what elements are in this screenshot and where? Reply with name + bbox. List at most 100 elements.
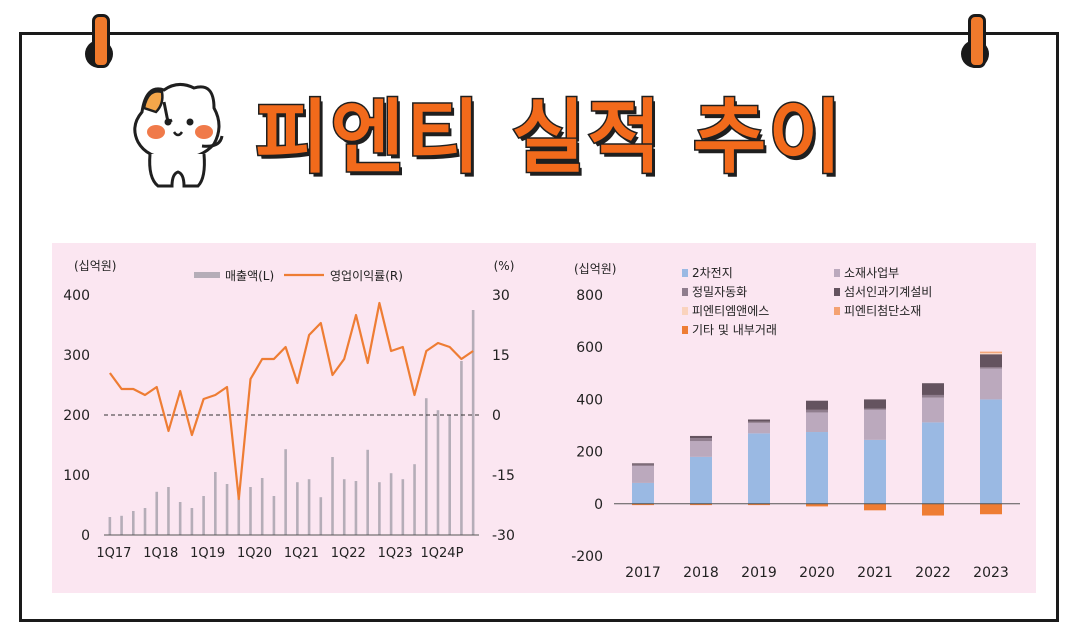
- cat-mascot-icon: [133, 83, 224, 188]
- stack-segment: [980, 367, 1002, 369]
- revenue-bar: [190, 508, 194, 535]
- revenue-bar: [331, 457, 334, 535]
- revenue-bar: [284, 449, 287, 535]
- y-tick-label: 200: [576, 445, 603, 461]
- legend-label: 소재사업부: [844, 266, 899, 280]
- stack-segment: [922, 383, 944, 395]
- stack-segment: [922, 397, 944, 423]
- stack-segment: [980, 399, 1002, 504]
- revenue-bar: [296, 482, 299, 535]
- right-tick-label: 0: [492, 408, 501, 424]
- x-tick-label: 1Q20: [237, 546, 272, 561]
- legend-label: 2차전지: [692, 266, 733, 280]
- division-revenue-chart: (십억원) -200 0 200 400 600 800 2017 2018 2019 2020 20…: [571, 262, 1020, 581]
- revenue-bar: [260, 478, 264, 535]
- stack-segment: [690, 441, 712, 457]
- legend-swatch: [682, 307, 688, 315]
- revenue-bar: [214, 472, 217, 535]
- x-tick-label: 1Q17: [96, 546, 131, 561]
- x-tick-label: 1Q21: [284, 546, 319, 561]
- right-tick-label: -15: [492, 468, 515, 484]
- right-axis-unit: (%): [494, 259, 515, 273]
- stack-segment: [748, 419, 770, 422]
- stack-segment: [806, 503, 828, 507]
- stack-segment: [980, 354, 1002, 368]
- left-pin-clip: [84, 6, 114, 76]
- legend-label: 정밀자동화: [692, 285, 747, 299]
- stack-segment: [922, 503, 944, 516]
- stack-segment: [748, 433, 770, 504]
- stack-segment: [980, 351, 1002, 353]
- chart-panel: (십억원) (%) 0 100 200 300 400 -30 -15 0 15 30 1Q17 1Q18…: [52, 243, 1036, 593]
- stack-segment: [864, 399, 886, 409]
- y-tick-label: 400: [576, 392, 603, 408]
- legend-swatch: [682, 288, 688, 296]
- x-tick-label: 2020: [799, 565, 835, 581]
- revenue-bar: [178, 502, 182, 535]
- right-tick-label: -30: [492, 528, 515, 544]
- stack-segment: [806, 412, 828, 433]
- revenue-bar: [401, 479, 405, 535]
- x-tick-label: 1Q23: [378, 546, 413, 561]
- revenue-bar: [354, 481, 358, 535]
- stack-segment: [632, 463, 654, 465]
- revenue-bar: [131, 511, 135, 535]
- right-tick-label: 15: [492, 348, 510, 364]
- revenue-bar: [471, 310, 475, 535]
- legend-label: 섬서인과기계설비: [844, 285, 932, 299]
- x-tick-label: 2019: [741, 565, 777, 581]
- x-tick-label: 2017: [625, 565, 661, 581]
- stack-segment: [864, 409, 886, 440]
- stack-segment: [632, 503, 654, 506]
- x-tick-label: 1Q18: [143, 546, 178, 561]
- revenue-bar: [249, 487, 252, 535]
- revenue-bar: [436, 410, 440, 535]
- x-tick-label: 2022: [915, 565, 951, 581]
- left-tick-label: 100: [63, 468, 90, 484]
- legend-label: 피엔티엠앤에스: [692, 304, 769, 318]
- stack-segment: [632, 465, 654, 483]
- axis-unit: (십억원): [574, 262, 616, 276]
- legend-label: 기타 및 내부거래: [692, 323, 777, 337]
- y-tick-label: -200: [571, 549, 603, 565]
- revenue-bar: [424, 398, 428, 535]
- stack-segment: [980, 503, 1002, 515]
- stack-segment: [748, 422, 770, 434]
- left-tick-label: 400: [63, 288, 90, 304]
- revenue-bar: [143, 508, 147, 535]
- page-title: 피엔티 실적 추이: [254, 90, 844, 186]
- stack-segment: [806, 409, 828, 413]
- x-tick-label: 1Q24P: [421, 546, 464, 561]
- revenue-bar: [448, 415, 452, 535]
- stack-segment: [922, 422, 944, 504]
- revenue-bar: [108, 517, 112, 535]
- legend-line-label: 영업이익률(R): [330, 269, 403, 283]
- revenue-bar: [413, 464, 416, 535]
- legend-swatch: [834, 288, 840, 296]
- x-tick-label: 2021: [857, 565, 893, 581]
- y-tick-label: 0: [594, 497, 603, 513]
- revenue-bar: [389, 473, 393, 535]
- x-tick-label: 2018: [683, 565, 719, 581]
- revenue-bar: [155, 491, 159, 535]
- legend-swatch: [682, 269, 688, 277]
- stack-segment: [864, 439, 886, 504]
- stack-segment: [922, 394, 944, 398]
- stack-segment: [748, 503, 770, 506]
- x-tick-label: 1Q19: [190, 546, 225, 561]
- revenue-margin-chart: (십억원) (%) 0 100 200 300 400 -30 -15 0 15 30 1Q17 1Q18…: [63, 259, 515, 561]
- stack-segment: [864, 503, 886, 511]
- revenue-bar: [167, 487, 170, 535]
- left-tick-label: 200: [63, 408, 90, 424]
- stack-segment: [806, 432, 828, 504]
- revenue-bar: [202, 496, 205, 535]
- pin-clip: [92, 14, 110, 68]
- revenue-bar: [319, 497, 323, 535]
- legend-bar-label: 매출액(L): [225, 269, 274, 283]
- stack-segment: [632, 482, 654, 504]
- stack-segment: [690, 503, 712, 506]
- stack-segment: [690, 456, 712, 504]
- margin-line: [109, 301, 474, 501]
- stack-segment: [806, 400, 828, 410]
- right-tick-label: 30: [492, 288, 510, 304]
